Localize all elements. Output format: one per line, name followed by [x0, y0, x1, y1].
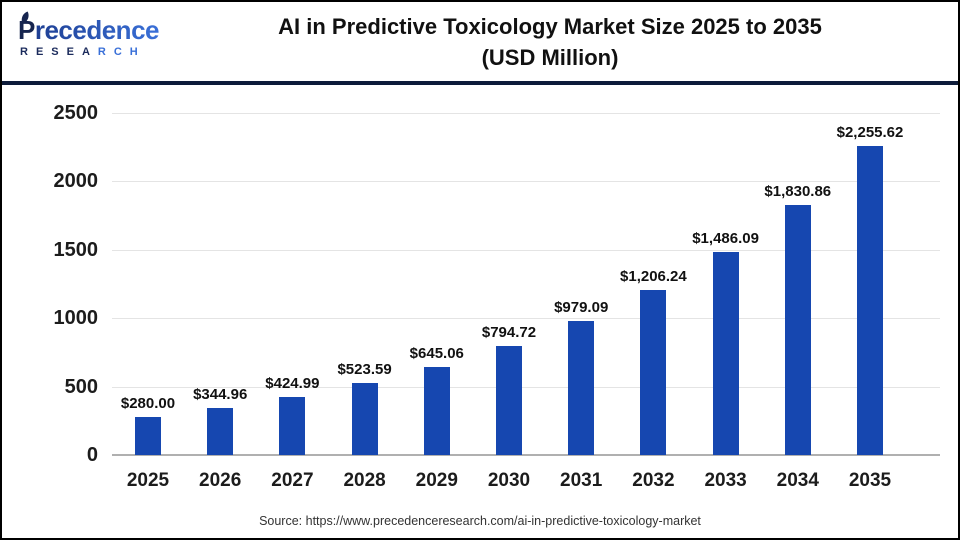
x-tick-label-2034: 2034: [776, 470, 819, 491]
y-tick-label: 500: [64, 375, 98, 398]
chart-title-line2: (USD Million): [481, 45, 619, 70]
bar-value-label-2031: $979.09: [554, 299, 609, 316]
x-tick-label-2035: 2035: [848, 470, 892, 491]
gridline-1500: [112, 249, 940, 251]
x-tick-label-2028: 2028: [343, 470, 386, 491]
x-tick-label-2025: 2025: [126, 470, 170, 491]
bar-2029: [423, 367, 450, 455]
x-tick-label-2030: 2030: [487, 470, 531, 491]
brand-logo: Precedence RESEARCH: [18, 11, 160, 58]
gridline-2000: [112, 181, 940, 183]
y-tick-label: 2500: [53, 102, 99, 124]
y-tick-label: 2000: [53, 170, 99, 193]
bar-2035: [857, 146, 883, 455]
bar-value-label-2026: $344.96: [193, 386, 248, 403]
bar-2030: [496, 346, 522, 455]
gridline-1000: [112, 318, 940, 320]
bar-2032: [640, 290, 667, 455]
brand-initial: P: [18, 15, 35, 45]
bar-2031: [568, 321, 595, 455]
bar-chart: Source: https://www.precedenceresearch.c…: [2, 85, 958, 538]
leaf-icon: [21, 11, 29, 25]
x-tick-label-2027: 2027: [271, 470, 314, 491]
bar-2026: [207, 408, 234, 455]
chart-title: AI in Predictive Toxicology Market Size …: [152, 11, 948, 73]
x-tick-label-2033: 2033: [704, 470, 747, 491]
bar-value-label-2035: $2,255.62: [836, 124, 904, 141]
x-axis-baseline: [112, 454, 940, 456]
bar-value-label-2033: $1,486.09: [692, 230, 759, 247]
bar-value-label-2029: $645.06: [409, 345, 464, 362]
bar-value-label-2028: $523.59: [337, 361, 392, 378]
y-tick-label: 1000: [53, 307, 99, 330]
header: Precedence RESEARCH AI in Predictive Tox…: [2, 2, 958, 81]
bar-2027: [279, 397, 306, 455]
bar-2033: [712, 252, 739, 455]
bar-2028: [351, 383, 378, 455]
header-divider: [2, 81, 958, 85]
y-tick-label: 0: [86, 444, 98, 466]
brand-subtitle: RESEARCH: [20, 46, 146, 58]
x-tick-label-2026: 2026: [199, 470, 242, 491]
source-note: Source: https://www.precedenceresearch.c…: [259, 514, 701, 528]
bar-value-label-2025: $280.00: [120, 395, 176, 412]
chart-title-line1: AI in Predictive Toxicology Market Size …: [278, 14, 822, 39]
x-tick-label-2032: 2032: [632, 470, 675, 491]
y-tick-label: 1500: [53, 238, 99, 261]
x-tick-label-2031: 2031: [560, 470, 603, 491]
x-tick-label-2029: 2029: [415, 470, 458, 491]
bar-value-label-2030: $794.72: [481, 324, 537, 341]
gridline-500: [112, 386, 940, 388]
bar-value-label-2032: $1,206.24: [620, 268, 687, 285]
bar-2025: [135, 417, 161, 455]
bar-2034: [784, 205, 811, 455]
bar-value-label-2027: $424.99: [265, 375, 320, 392]
bar-value-label-2034: $1,830.86: [764, 183, 832, 200]
brand-rest: recedence: [34, 15, 160, 45]
gridline-2500: [112, 113, 940, 114]
brand-name: Precedence: [18, 11, 160, 45]
